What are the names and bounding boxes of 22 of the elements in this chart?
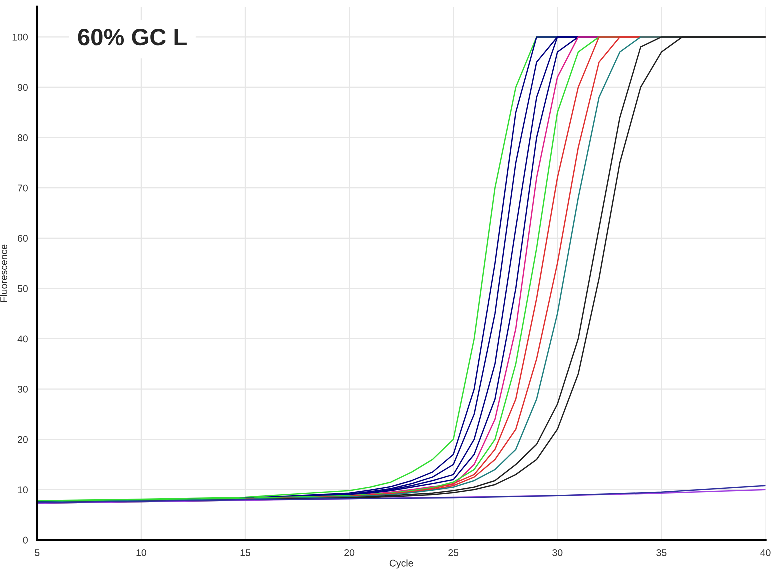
y-tick-label: 70 (18, 184, 28, 192)
x-tick-label: 25 (448, 549, 459, 556)
y-axis-title: Fluorescence (0, 244, 8, 302)
y-tick-label: 60 (18, 235, 28, 242)
y-tick-label: 0 (23, 536, 28, 544)
x-tick-label: 20 (344, 549, 355, 556)
y-tick-label: 30 (18, 386, 28, 393)
y-tick-label: 40 (18, 336, 28, 343)
text: 60% GC L (78, 28, 187, 46)
x-tick-label: 40 (760, 549, 771, 556)
y-tick-label: 100 (12, 34, 28, 41)
x-tick-label: 5 (35, 550, 40, 556)
x-tick-label: 30 (552, 549, 563, 556)
y-tick-label: 20 (18, 436, 28, 444)
x-tick-label: 10 (136, 549, 146, 556)
y-tick-label: 10 (18, 486, 28, 494)
x-tick-label: 15 (240, 550, 250, 556)
y-tick-label: 80 (18, 134, 28, 142)
y-tick-label: 50 (18, 285, 28, 292)
x-tick-label: 35 (656, 549, 667, 556)
y-tick-label: 90 (18, 84, 28, 92)
x-axis-title: Cycle (390, 560, 414, 569)
